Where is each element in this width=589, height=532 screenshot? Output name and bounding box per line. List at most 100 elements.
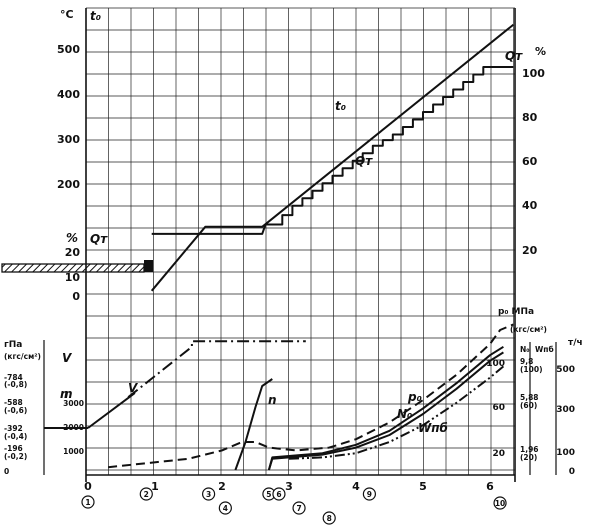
pressure-tick: -588 <box>4 398 23 407</box>
event-marker-circle <box>322 511 336 525</box>
event-marker-label: 1 <box>85 498 90 507</box>
pressure-tick: -784 <box>4 373 23 382</box>
event-marker-circle <box>218 501 232 515</box>
percent-tick: 0 <box>72 290 80 303</box>
upper-title: t₀ <box>90 9 102 23</box>
pressure-unit: (кгс/см²) <box>4 352 41 361</box>
event-marker-label: 10 <box>495 499 505 508</box>
flow-title: т/ч <box>568 338 583 348</box>
series-qt <box>151 66 514 235</box>
n-tick: 3000 <box>63 399 84 408</box>
event-marker-circle <box>272 487 286 501</box>
x-tick-label: 6 <box>486 480 494 493</box>
event-marker-label: 2 <box>144 490 149 499</box>
event-marker-circle <box>493 496 507 510</box>
event-marker-label: 3 <box>206 490 211 499</box>
upper-tick: 300 <box>57 133 80 146</box>
series-N₀-6 <box>267 351 504 471</box>
x-tick-label: 5 <box>419 480 427 493</box>
wpb-curve-label: Wпб <box>418 421 448 435</box>
n-curve-label-right: n <box>268 393 277 407</box>
right-tick: 60 <box>522 155 538 168</box>
p0-tick: 1,96 <box>520 445 539 454</box>
v-axis-label: V <box>62 351 73 365</box>
event-marker-label: 5 <box>266 490 271 499</box>
upper-tick: 500 <box>57 43 80 56</box>
p0-axis-title: р₀ МПа <box>498 307 534 317</box>
mw-tick: 20 <box>492 449 505 459</box>
event-marker-circle <box>139 487 153 501</box>
p0-tick: (20) <box>520 453 537 462</box>
x-tick-label: 3 <box>285 480 293 493</box>
pressure-tick: (-0,6) <box>4 406 27 415</box>
pressure-tick: (-0,8) <box>4 380 27 389</box>
event-marker-label: 7 <box>296 504 301 513</box>
p0-tick: N₀ <box>520 345 530 354</box>
v-curve-label: V <box>128 381 139 395</box>
qt-mid-label: Qт <box>355 154 373 168</box>
mw-tick: 100 <box>486 359 505 369</box>
event-marker-circle <box>202 487 216 501</box>
pressure-tick: (-0,2) <box>4 452 27 461</box>
qt-right-label: Qт <box>505 49 523 63</box>
x-tick-label: 1 <box>151 480 159 493</box>
n-curve-label-left: n <box>64 387 73 401</box>
event-marker-label: 6 <box>276 490 281 499</box>
n-tick: 2000 <box>63 423 84 432</box>
qt-solid-block <box>144 260 153 272</box>
event-marker-circle <box>81 495 95 509</box>
flow-tick: 0 <box>569 467 575 477</box>
event-marker-label: 9 <box>367 490 372 499</box>
n-tick: 1000 <box>63 447 84 456</box>
qt-initial-hatched-bar <box>1 260 153 273</box>
percent-label: % <box>66 231 78 245</box>
event-marker-circle <box>362 487 376 501</box>
p0-tick: (100) <box>520 365 543 374</box>
event-marker-label: 8 <box>327 514 332 523</box>
percent-title: Qт <box>90 232 108 246</box>
upper-tick: 400 <box>57 88 80 101</box>
p0-tick: Wпб <box>535 345 554 354</box>
flow-tick: 100 <box>556 448 575 458</box>
x-tick-label: 0 <box>84 480 92 493</box>
right-tick: 100 <box>522 67 545 80</box>
right-tick: 80 <box>522 111 538 124</box>
series-p₀-3 <box>107 323 514 469</box>
series-V-0 <box>127 340 306 398</box>
p0-tick: (60) <box>520 401 537 410</box>
flow-tick: 300 <box>556 405 575 415</box>
n-axis-title: n <box>60 387 69 401</box>
pressure-title: гПа <box>4 340 22 350</box>
pressure-tick: 0 <box>4 467 9 476</box>
plot-frame <box>43 8 557 482</box>
pressure-tick: (-0,4) <box>4 432 27 441</box>
series-n-2 <box>234 378 273 471</box>
flow-tick: 500 <box>556 365 575 375</box>
percent-tick: 10 <box>65 271 81 284</box>
pressure-tick: -196 <box>4 444 23 453</box>
upper-unit: °C <box>60 8 74 21</box>
right-tick: 20 <box>522 244 538 257</box>
grid <box>85 7 515 475</box>
event-marker-circle <box>292 501 306 515</box>
series-n-1 <box>87 392 136 429</box>
series-N₀-4 <box>267 345 504 471</box>
series-layer <box>44 23 515 471</box>
right-tick: 40 <box>522 199 538 212</box>
series-Wпб-5 <box>288 365 505 460</box>
p0-curve-label: p₀ <box>407 390 423 404</box>
percent-tick: 20 <box>65 246 81 259</box>
right-unit: % <box>535 45 546 58</box>
t0-label: t₀ <box>335 99 347 113</box>
mw-tick: 60 <box>492 403 505 413</box>
series-t0 <box>150 23 515 292</box>
x-tick-label: 4 <box>352 480 360 493</box>
x-tick-label: 2 <box>218 480 226 493</box>
n0-curve-label: N₀ <box>397 407 413 421</box>
pressure-tick: -392 <box>4 424 23 433</box>
p0-tick: 5,88 <box>520 393 539 402</box>
event-marker-label: 4 <box>223 504 228 513</box>
event-markers: 1 2 3 4 5 6 7 8 9 10 <box>81 487 507 525</box>
